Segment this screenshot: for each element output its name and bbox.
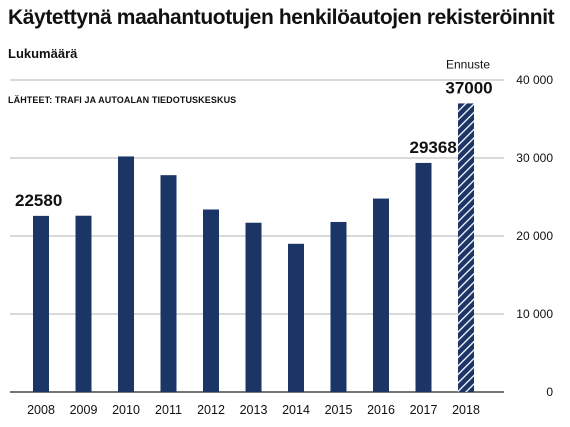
bar xyxy=(160,175,177,392)
bar xyxy=(33,215,49,392)
y-tick-label: 30 000 xyxy=(516,151,553,165)
source-note: LÄHTEET: TRAFI JA AUTOALAN TIEDOTUSKESKU… xyxy=(8,95,237,105)
x-tick-label: 2016 xyxy=(367,403,395,417)
bar xyxy=(373,198,389,392)
x-tick-label: 2013 xyxy=(240,403,268,417)
x-tick-label: 2017 xyxy=(410,403,438,417)
x-tick-label: 2015 xyxy=(325,403,353,417)
x-tick-label: 2012 xyxy=(197,403,225,417)
chart-subtitle: Lukumäärä xyxy=(8,46,78,61)
bar xyxy=(75,215,92,392)
y-tick-label: 20 000 xyxy=(516,229,553,243)
bar xyxy=(118,156,134,392)
x-tick-label: 2008 xyxy=(27,403,55,417)
bar xyxy=(288,243,304,392)
x-tick-label: 2009 xyxy=(70,403,98,417)
data-label: 29368 xyxy=(410,138,457,157)
data-label: 37000 xyxy=(445,78,492,97)
y-tick-label: 10 000 xyxy=(516,307,553,321)
bar xyxy=(330,221,347,392)
x-tick-label: 2011 xyxy=(155,403,182,417)
bar xyxy=(245,222,262,392)
x-tick-label: 2010 xyxy=(112,403,140,417)
chart-title: Käytettynä maahantuotujen henkilöautojen… xyxy=(8,6,555,29)
y-tick-label: 0 xyxy=(546,385,553,399)
bar xyxy=(415,162,432,392)
bar xyxy=(203,209,219,392)
bar-forecast xyxy=(458,103,474,393)
x-tick-label: 2018 xyxy=(452,403,480,417)
y-tick-label: 40 000 xyxy=(516,73,553,87)
x-tick-label: 2014 xyxy=(282,403,310,417)
data-label: 22580 xyxy=(15,191,62,210)
forecast-label: Ennuste xyxy=(446,57,490,71)
